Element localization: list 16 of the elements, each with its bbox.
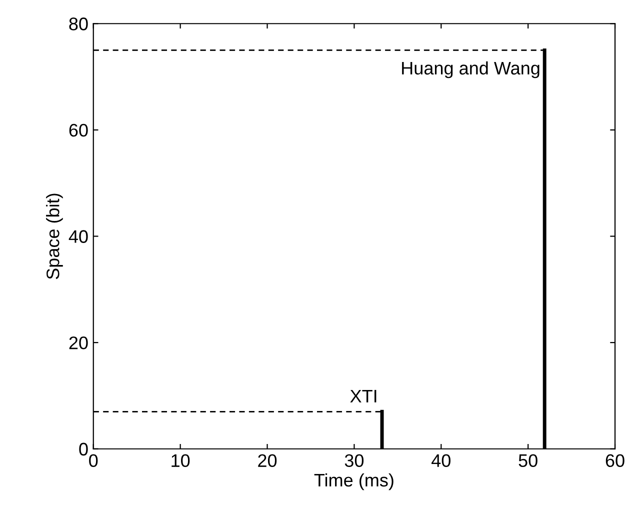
x-tick-label: 50 — [518, 454, 538, 467]
x-axis-title: Time (ms) — [314, 473, 394, 490]
x-tick-label: 30 — [344, 454, 364, 467]
annotation: XTI — [350, 390, 376, 402]
y-tick-label: 40 — [68, 230, 88, 243]
x-tick-label: 60 — [606, 454, 624, 467]
x-tick-label: 10 — [172, 454, 190, 467]
y-tick-label: 0 — [79, 442, 88, 456]
y-tick-label: 80 — [69, 18, 88, 30]
x-tick-label: 0 — [89, 454, 98, 467]
y-tick-label: 20 — [69, 336, 88, 350]
x-tick-label: 20 — [258, 454, 277, 467]
annotation: Huang and Wang — [402, 61, 540, 78]
y-tick-label: 60 — [69, 124, 88, 137]
x-tick-label: 40 — [432, 454, 450, 467]
y-axis-title: Space (bit) — [46, 194, 63, 280]
